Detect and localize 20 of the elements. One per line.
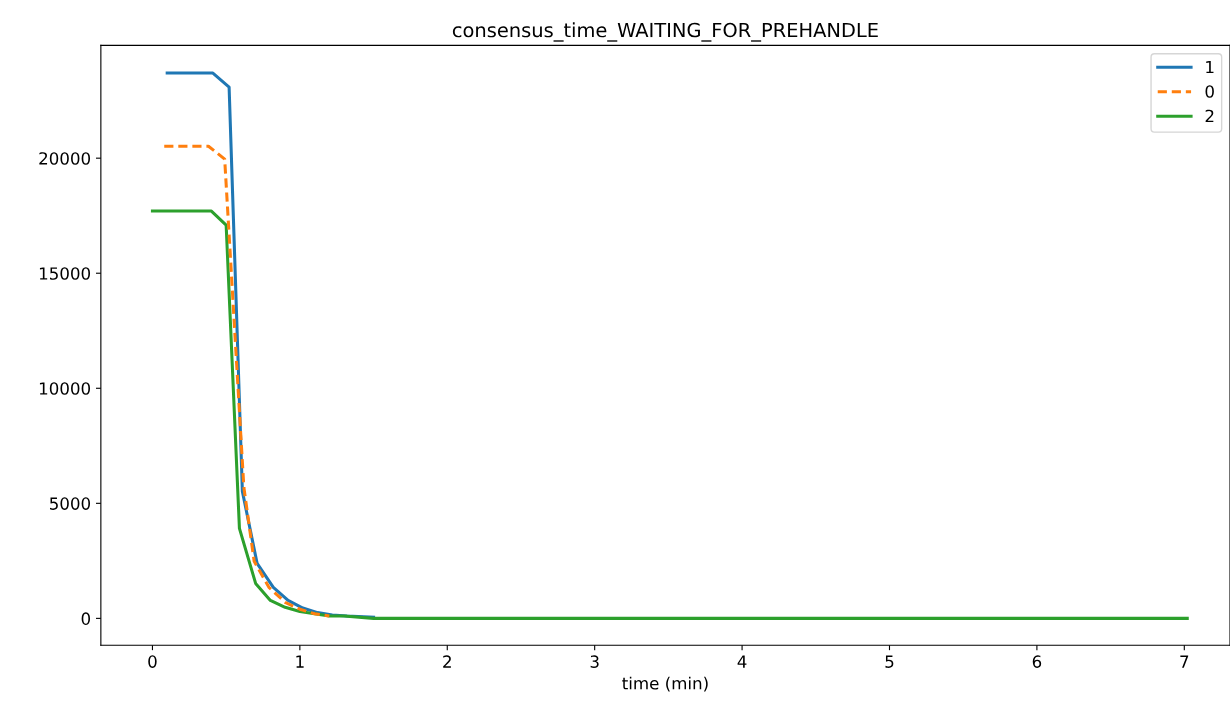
- legend-label: 1: [1206, 60, 1214, 74]
- y-tick-label: 15000: [39, 267, 91, 280]
- y-tick-label: 10000: [39, 382, 91, 395]
- x-tick-label: 2: [443, 655, 451, 668]
- x-tick-label: 6: [1032, 655, 1042, 668]
- line-series: [162, 144, 331, 618]
- y-tick-label: 0: [81, 612, 91, 625]
- legend-label: 0: [1205, 85, 1214, 98]
- x-tick-label: 0: [148, 655, 157, 668]
- x-tick-label: 3: [590, 655, 599, 668]
- chart-title: consensus_time_WAITING_FOR_PREHANDLE: [452, 22, 878, 42]
- line-series: [150, 209, 1189, 620]
- x-tick-label: 7: [1180, 655, 1189, 668]
- x-tick-label: 5: [885, 655, 894, 668]
- x-axis-title: time (min): [622, 676, 708, 692]
- y-tick-label: 5000: [50, 497, 91, 510]
- legend-label: 2: [1205, 109, 1214, 123]
- x-tick-label: 1: [296, 655, 304, 668]
- y-tick-label: 20000: [39, 152, 91, 165]
- x-tick-label: 4: [737, 655, 747, 668]
